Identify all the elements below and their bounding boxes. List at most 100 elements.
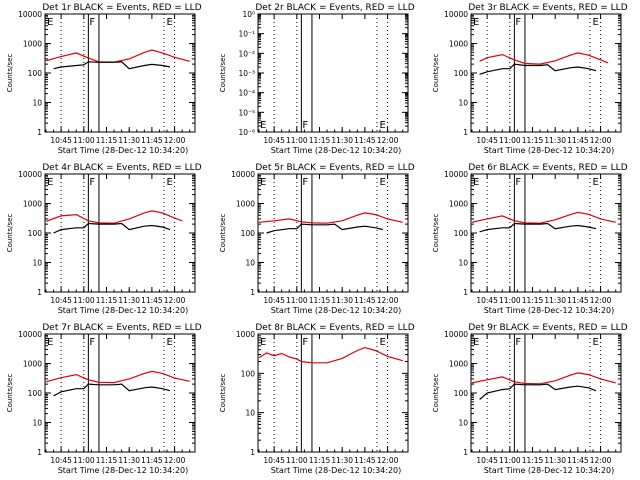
- flag-label: F: [89, 17, 95, 28]
- y-tick-label: 10: [458, 99, 468, 108]
- flag-label: F: [302, 337, 308, 348]
- flag-label: E: [260, 337, 266, 348]
- y-axis-label: Counts/sec: [219, 54, 227, 93]
- lld-series-line: [471, 372, 616, 385]
- y-tick-label: 10000: [444, 10, 468, 19]
- y-tick-label: 1000: [449, 40, 468, 49]
- x-tick-label: 11:00: [499, 296, 521, 305]
- x-tick-label: 11:00: [73, 136, 95, 145]
- y-tick-label: 1000: [23, 360, 42, 369]
- flag-label: E: [380, 177, 386, 188]
- events-series-line: [266, 223, 384, 234]
- y-tick-label: 100: [241, 229, 256, 238]
- x-tick-label: 10:45: [476, 296, 498, 305]
- flag-label: E: [473, 337, 479, 348]
- x-tick-label: 11:30: [544, 456, 566, 465]
- x-tick-label: 11:30: [331, 456, 353, 465]
- x-tick-label: 11:45: [354, 456, 376, 465]
- flag-label: E: [47, 17, 53, 28]
- panel-title: Det 1r BLACK = Events, RED = LLD: [42, 3, 201, 13]
- x-tick-label: 12:00: [377, 136, 399, 145]
- x-tick-label: 11:45: [141, 296, 163, 305]
- y-axis-label: Counts/sec: [432, 54, 440, 93]
- x-tick-label: 11:00: [286, 136, 308, 145]
- y-tick-label: 1: [250, 288, 255, 297]
- flag-label: E: [380, 337, 386, 348]
- x-tick-label: 11:45: [141, 456, 163, 465]
- x-tick-label: 11:00: [286, 456, 308, 465]
- y-tick-label: 1: [250, 448, 255, 457]
- y-tick-label: 100: [241, 369, 256, 378]
- events-series-line: [479, 63, 597, 75]
- y-tick-label: 10⁻⁵: [238, 108, 255, 117]
- flag-label: E: [260, 177, 266, 188]
- x-axis-label: Start Time (28-Dec-12 10:34:20): [484, 306, 615, 315]
- y-tick-label: 10: [245, 409, 255, 418]
- lld-series-line: [471, 211, 616, 224]
- flag-label: E: [47, 177, 53, 188]
- flag-label: F: [89, 337, 95, 348]
- y-tick-label: 10000: [18, 10, 42, 19]
- x-tick-label: 11:15: [96, 456, 118, 465]
- x-axis-label: Start Time (28-Dec-12 10:34:20): [271, 306, 402, 315]
- y-tick-label: 10⁻⁶: [238, 128, 255, 137]
- flag-label: E: [167, 337, 173, 348]
- events-series-line: [53, 61, 171, 70]
- lld-series-line: [45, 49, 190, 63]
- x-tick-label: 11:15: [309, 456, 331, 465]
- x-tick-label: 11:30: [118, 136, 140, 145]
- y-tick-label: 10⁻¹: [238, 30, 255, 39]
- flag-label: E: [473, 177, 479, 188]
- panel-title: Det 6r BLACK = Events, RED = LLD: [468, 163, 627, 173]
- y-tick-label: 10000: [18, 170, 42, 179]
- flag-label: E: [167, 177, 173, 188]
- y-tick-label: 100: [454, 389, 469, 398]
- y-tick-label: 1000: [236, 330, 255, 339]
- panel-det-2: Det 2r BLACK = Events, RED = LLD 10⁻⁶ 10⁻⁵…: [219, 3, 415, 155]
- events-series-line: [53, 383, 171, 397]
- y-tick-label: 100: [454, 69, 469, 78]
- y-tick-label: 10: [458, 259, 468, 268]
- x-tick-label: 12:00: [164, 296, 186, 305]
- x-tick-label: 11:15: [96, 296, 118, 305]
- y-tick-label: 10⁻³: [238, 69, 255, 78]
- y-tick-label: 1: [463, 128, 468, 137]
- y-tick-label: 10000: [231, 170, 255, 179]
- y-tick-label: 100: [454, 229, 469, 238]
- events-series-line: [53, 222, 171, 234]
- y-tick-label: 1: [37, 448, 42, 457]
- x-tick-label: 10:45: [50, 456, 72, 465]
- x-tick-label: 11:15: [522, 456, 544, 465]
- x-tick-label: 11:15: [309, 296, 331, 305]
- panel-det-1: Det 1r BLACK = Events, RED = LLD 1 10 100 10…: [6, 3, 202, 155]
- lld-series-line: [479, 52, 609, 65]
- x-tick-label: 11:45: [567, 456, 589, 465]
- y-tick-label: 1000: [23, 40, 42, 49]
- x-tick-label: 11:30: [331, 136, 353, 145]
- x-tick-label: 11:00: [73, 456, 95, 465]
- x-tick-label: 11:00: [286, 296, 308, 305]
- flag-label: E: [260, 120, 266, 131]
- panel-det-6: Det 6r BLACK = Events, RED = LLD 1 10 100 10…: [432, 163, 628, 315]
- y-tick-label: 10⁻⁴: [238, 89, 255, 98]
- y-tick-label: 1: [37, 288, 42, 297]
- lld-series-line: [258, 346, 403, 364]
- flag-label: F: [89, 177, 95, 188]
- y-tick-label: 100: [28, 389, 43, 398]
- panel-title: Det 2r BLACK = Events, RED = LLD: [255, 3, 414, 13]
- flag-label: E: [593, 337, 599, 348]
- flag-label: E: [380, 120, 386, 131]
- panel-title: Det 7r BLACK = Events, RED = LLD: [42, 323, 201, 333]
- lld-series-line: [45, 370, 190, 384]
- y-axis-label: Counts/sec: [432, 374, 440, 413]
- y-tick-label: 1: [37, 128, 42, 137]
- y-tick-label: 1000: [449, 200, 468, 209]
- y-tick-label: 10⁰: [242, 10, 255, 19]
- y-tick-label: 10000: [444, 170, 468, 179]
- x-tick-label: 12:00: [164, 136, 186, 145]
- flag-label: F: [515, 337, 521, 348]
- x-tick-label: 11:00: [499, 456, 521, 465]
- x-tick-label: 11:45: [141, 136, 163, 145]
- y-tick-label: 10: [245, 259, 255, 268]
- x-tick-label: 11:45: [567, 136, 589, 145]
